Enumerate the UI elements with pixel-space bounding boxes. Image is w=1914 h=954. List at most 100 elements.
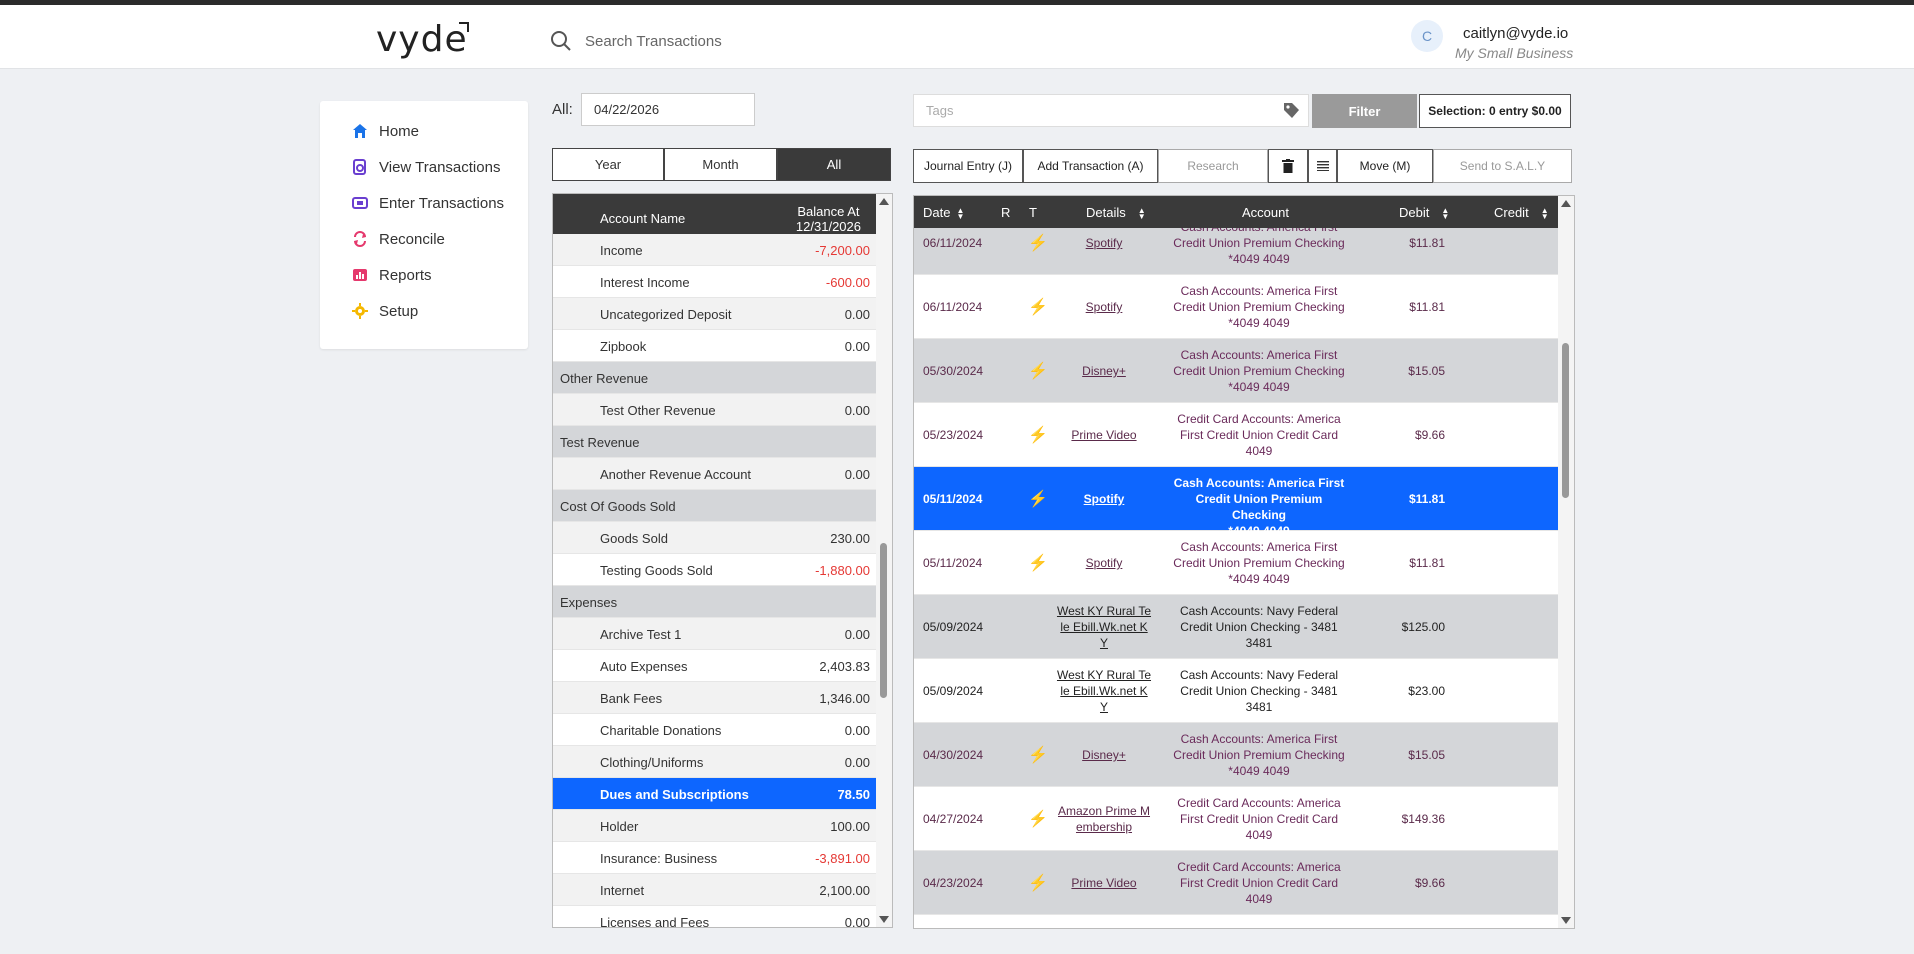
sidebar-item-reports[interactable]: Reports xyxy=(352,263,432,287)
scroll-thumb[interactable] xyxy=(880,543,887,698)
transaction-details-link[interactable]: Disney+ xyxy=(1054,363,1154,379)
account-row[interactable]: Goods Sold 230.00 xyxy=(553,522,877,554)
account-row[interactable]: Income -7,200.00 xyxy=(553,234,877,266)
account-line: Credit Card Accounts: America xyxy=(1177,796,1341,810)
account-group-row[interactable]: Cost Of Goods Sold xyxy=(553,490,877,522)
account-row[interactable]: Licenses and Fees 0.00 xyxy=(553,906,877,927)
transaction-row[interactable]: 04/30/2024 ⚡ Disney+ Cash Accounts: America… xyxy=(914,723,1559,787)
transaction-account: Cash Accounts: America First Credit Union… xyxy=(1169,539,1349,587)
period-month-button[interactable]: Month xyxy=(664,148,777,181)
transaction-date: 06/11/2024 xyxy=(923,236,983,250)
transaction-details-link[interactable]: Spotify xyxy=(1054,491,1154,507)
sidebar-item-setup[interactable]: Setup xyxy=(352,299,418,323)
account-name: Income xyxy=(600,243,643,258)
accounts-scrollbar[interactable] xyxy=(876,194,892,927)
account-name: Test Other Revenue xyxy=(600,403,716,418)
journal-entry-button[interactable]: Journal Entry (J) xyxy=(913,149,1023,183)
transaction-row[interactable]: 05/09/2024 West KY Rural Te le Ebill.Wk.ne… xyxy=(914,659,1559,723)
transaction-details-link[interactable]: Spotify xyxy=(1054,299,1154,315)
sidebar-item-enter-transactions[interactable]: Enter Transactions xyxy=(352,191,504,215)
account-row[interactable]: Clothing/Uniforms 0.00 xyxy=(553,746,877,778)
transaction-details-link[interactable]: Prime Video xyxy=(1054,427,1154,443)
transaction-details-link[interactable]: Spotify xyxy=(1054,555,1154,571)
account-row[interactable]: Archive Test 1 0.00 xyxy=(553,618,877,650)
account-name: Insurance: Business xyxy=(600,851,718,866)
account-line: *4049 4049 xyxy=(1228,764,1290,778)
transaction-details-link[interactable]: Amazon Prime M embership xyxy=(1054,803,1154,835)
transaction-details-link[interactable]: Disney+ xyxy=(1054,747,1154,763)
avatar[interactable]: C xyxy=(1411,20,1443,52)
account-row[interactable]: Test Other Revenue 0.00 xyxy=(553,394,877,426)
account-column-header[interactable]: Account xyxy=(1242,205,1289,220)
account-row[interactable]: Zipbook 0.00 xyxy=(553,330,877,362)
transaction-row[interactable]: 05/09/2024 West KY Rural Te le Ebill.Wk.ne… xyxy=(914,595,1559,659)
delete-button[interactable] xyxy=(1268,149,1308,183)
transaction-row[interactable]: 04/27/2024 ⚡ Amazon Prime M embership Credit… xyxy=(914,787,1559,851)
research-button[interactable]: Research xyxy=(1158,149,1268,183)
account-group-row[interactable]: Expenses xyxy=(553,586,877,618)
transactions-scrollbar[interactable] xyxy=(1558,196,1574,928)
tag-icon[interactable] xyxy=(1283,102,1300,119)
business-name[interactable]: My Small Business xyxy=(1455,45,1574,61)
details-line: Disney+ xyxy=(1082,748,1126,762)
transaction-row[interactable]: 05/23/2024 ⚡ Prime Video Credit Card Accoun… xyxy=(914,403,1559,467)
tags-input[interactable] xyxy=(913,94,1309,127)
account-row[interactable]: Auto Expenses 2,403.83 xyxy=(553,650,877,682)
account-row[interactable]: Holder 100.00 xyxy=(553,810,877,842)
transaction-details-link[interactable]: West KY Rural Te le Ebill.Wk.net K Y xyxy=(1054,667,1154,715)
transaction-details-link[interactable]: Prime Video xyxy=(1054,875,1154,891)
scroll-up-icon[interactable] xyxy=(1561,200,1571,207)
scroll-down-icon[interactable] xyxy=(879,916,889,923)
period-all-button[interactable]: All xyxy=(777,148,891,181)
credit-column-header[interactable]: Credit ▲ ▼ xyxy=(1494,205,1549,220)
list-view-button[interactable] xyxy=(1308,149,1337,183)
t-column-header[interactable]: T xyxy=(1029,205,1037,220)
sidebar-item-home[interactable]: Home xyxy=(352,119,419,143)
transaction-row[interactable]: 05/30/2024 ⚡ Disney+ Cash Accounts: America… xyxy=(914,339,1559,403)
transaction-debit: $23.00 xyxy=(1408,684,1445,698)
account-row[interactable]: Uncategorized Deposit 0.00 xyxy=(553,298,877,330)
transaction-row[interactable]: 04/23/2024 ⚡ Prime Video Credit Card Accoun… xyxy=(914,851,1559,915)
transaction-details-link[interactable]: West KY Rural Te le Ebill.Wk.net K Y xyxy=(1054,603,1154,651)
account-row[interactable]: Dues and Subscriptions 78.50 xyxy=(553,778,877,810)
add-transaction-button[interactable]: Add Transaction (A) xyxy=(1023,149,1158,183)
debit-column-header[interactable]: Debit ▲ ▼ xyxy=(1399,205,1449,220)
account-name: Auto Expenses xyxy=(600,659,688,674)
search-transactions-input[interactable] xyxy=(585,27,985,55)
account-row[interactable]: Insurance: Business -3,891.00 xyxy=(553,842,877,874)
transaction-row[interactable]: 05/11/2024 ⚡ Spotify Cash Accounts: America… xyxy=(914,531,1559,595)
account-row[interactable]: Testing Goods Sold -1,880.00 xyxy=(553,554,877,586)
transaction-details-link[interactable]: Spotify xyxy=(1054,235,1154,251)
sidebar-item-reconcile[interactable]: Reconcile xyxy=(352,227,445,251)
bolt-icon: ⚡ xyxy=(1028,363,1048,380)
account-group-row[interactable]: Test Revenue xyxy=(553,426,877,458)
details-column-header[interactable]: Details ▲ ▼ xyxy=(1086,205,1146,220)
scroll-thumb[interactable] xyxy=(1562,343,1569,498)
account-line: 4049 xyxy=(1245,892,1273,906)
r-column-header[interactable]: R xyxy=(1001,205,1011,220)
date-input[interactable] xyxy=(581,93,755,126)
transaction-row[interactable]: 06/11/2024 ⚡ Spotify Cash Accounts: America… xyxy=(914,275,1559,339)
account-row[interactable]: Internet 2,100.00 xyxy=(553,874,877,906)
account-row[interactable]: Charitable Donations 0.00 xyxy=(553,714,877,746)
vyde-logo[interactable]: vyde xyxy=(376,19,468,60)
date-column-header[interactable]: Date ▲ ▼ xyxy=(923,205,964,220)
move-button[interactable]: Move (M) xyxy=(1337,149,1433,183)
filter-button[interactable]: Filter xyxy=(1312,94,1417,128)
scroll-down-icon[interactable] xyxy=(1561,917,1571,924)
account-name-header[interactable]: Account Name xyxy=(600,211,686,226)
bolt-icon: ⚡ xyxy=(1028,235,1048,252)
period-year-button[interactable]: Year xyxy=(552,148,664,181)
scroll-up-icon[interactable] xyxy=(879,198,889,205)
sidebar-item-view-transactions[interactable]: View Transactions xyxy=(352,155,500,179)
transaction-row[interactable]: 05/11/2024 ⚡ Spotify Cash Accounts: America… xyxy=(914,467,1559,538)
balance-header[interactable]: Balance At 12/31/2026 xyxy=(796,204,861,234)
column-label: Credit xyxy=(1494,205,1529,220)
account-row[interactable]: Bank Fees 1,346.00 xyxy=(553,682,877,714)
search-icon[interactable] xyxy=(550,30,572,52)
account-row[interactable]: Interest Income -600.00 xyxy=(553,266,877,298)
user-email[interactable]: caitlyn@vyde.io xyxy=(1463,25,1569,42)
send-to-saly-button[interactable]: Send to S.A.L.Y xyxy=(1433,149,1572,183)
account-row[interactable]: Another Revenue Account 0.00 xyxy=(553,458,877,490)
account-group-row[interactable]: Other Revenue xyxy=(553,362,877,394)
